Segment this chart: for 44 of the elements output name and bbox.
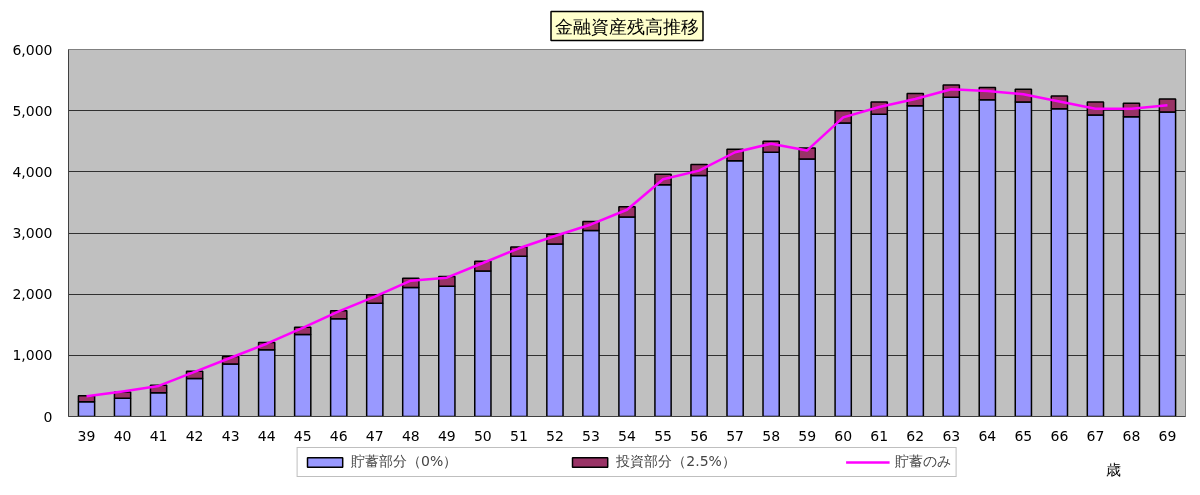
line-series bbox=[85, 88, 1169, 398]
y-tick-label: 1,000 bbox=[12, 347, 53, 364]
chart-title: 金融資産残高推移 bbox=[555, 15, 699, 37]
y-tick-label: 4,000 bbox=[12, 163, 53, 180]
x-tick-label: 57 bbox=[726, 427, 745, 444]
y-tick-label: 6,000 bbox=[12, 41, 53, 58]
x-tick-label: 45 bbox=[293, 427, 312, 444]
x-tick-label: 66 bbox=[1050, 427, 1069, 444]
x-tick-label: 39 bbox=[77, 427, 96, 444]
x-tick-label: 65 bbox=[1014, 427, 1033, 444]
x-tick-label: 52 bbox=[546, 427, 564, 444]
x-tick-label: 69 bbox=[1158, 427, 1177, 444]
y-tick-label: 5,000 bbox=[12, 102, 53, 119]
x-tick-label: 54 bbox=[618, 427, 636, 444]
x-axis-title: 歳 bbox=[1105, 460, 1121, 479]
legend-label: 貯蓄のみ bbox=[894, 453, 951, 471]
x-tick-label: 46 bbox=[329, 427, 348, 444]
x-tick-label: 59 bbox=[798, 427, 817, 444]
x-tick-label: 67 bbox=[1086, 427, 1105, 444]
x-tick-label: 48 bbox=[401, 427, 420, 444]
x-tick-label: 53 bbox=[582, 427, 600, 444]
x-tick-label: 61 bbox=[870, 427, 889, 444]
x-tick-label: 55 bbox=[654, 427, 672, 444]
x-tick-label: 47 bbox=[365, 427, 384, 444]
x-tick-label: 63 bbox=[942, 427, 961, 444]
x-tick-label: 51 bbox=[510, 427, 528, 444]
x-tick-label: 62 bbox=[906, 427, 925, 444]
x-tick-label: 41 bbox=[149, 427, 168, 444]
legend-label: 投資部分（2.5%） bbox=[616, 453, 736, 471]
legend-label: 貯蓄部分（0%） bbox=[351, 453, 458, 471]
x-tick-label: 42 bbox=[185, 427, 204, 444]
x-tick-label: 49 bbox=[437, 427, 456, 444]
x-tick-label: 43 bbox=[221, 427, 240, 444]
y-tick-label: 2,000 bbox=[12, 286, 53, 303]
y-tick-label: 3,000 bbox=[12, 225, 53, 241]
x-tick-label: 68 bbox=[1122, 427, 1141, 444]
y-tick-label: 0 bbox=[43, 408, 53, 425]
x-tick-label: 44 bbox=[257, 427, 276, 444]
x-tick-label: 56 bbox=[690, 427, 709, 444]
x-tick-label: 60 bbox=[834, 427, 853, 444]
x-tick-label: 58 bbox=[762, 427, 781, 444]
x-tick-label: 64 bbox=[978, 427, 997, 444]
x-tick-label: 40 bbox=[113, 427, 132, 444]
x-tick-label: 50 bbox=[473, 427, 492, 444]
